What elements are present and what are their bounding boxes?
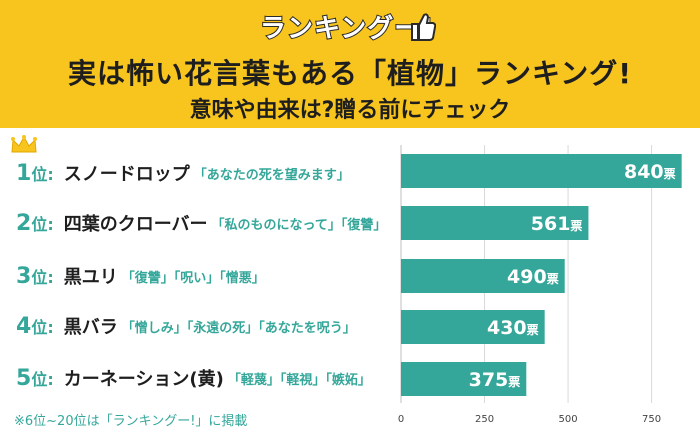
bar-value-number: 375: [469, 369, 509, 391]
rank-suffix: 位:: [31, 370, 54, 389]
plant-name: 黒ユリ: [63, 267, 118, 288]
rank-number: 5: [16, 365, 32, 391]
bar-value-unit: 票: [527, 323, 539, 337]
plant-name: スノードロップ: [63, 164, 190, 185]
bar: [401, 362, 527, 396]
bar-value-number: 490: [507, 266, 547, 288]
plant-name: 四葉のクローバー: [63, 214, 208, 235]
flower-meaning: 「憎しみ」「永遠の死」「あなたを呪う」: [121, 320, 356, 336]
bar: [401, 310, 545, 344]
bar-value-unit: 票: [570, 219, 582, 233]
plant-name: カーネーション(黄): [63, 369, 224, 390]
logo-text: ランキングー!: [259, 13, 435, 45]
rank-number: 4: [16, 313, 32, 339]
x-tick-label: 500: [559, 414, 578, 425]
rank-row-2: 2 位: 四葉のクローバー 「私のものになって」「復讐」: [16, 203, 386, 243]
bar-value-number: 840: [624, 161, 664, 183]
rank-row-3: 3 位: 黒ユリ 「復讐」「呪い」「憎悪」: [16, 256, 265, 296]
page-title: 実は怖い花言葉もある「植物」ランキング!: [68, 57, 632, 90]
bar-value-label: 840票: [624, 161, 676, 183]
rank-number: 3: [16, 263, 32, 289]
flower-meaning: 「あなたの死を望みます」: [193, 167, 350, 183]
bar: [401, 259, 565, 293]
rank-number: 2: [16, 210, 32, 236]
thumbs-up-icon: [411, 13, 436, 41]
plant-name: 黒バラ: [63, 317, 118, 338]
page-subtitle: 意味や由来は?贈る前にチェック: [189, 98, 511, 123]
rank-suffix: 位:: [31, 165, 54, 184]
bar-value-label: 561票: [531, 213, 583, 235]
bar-value-unit: 票: [664, 167, 676, 181]
rank-suffix: 位:: [31, 268, 54, 287]
bar: [401, 154, 682, 188]
flower-meaning: 「私のものになって」「復讐」: [211, 217, 387, 233]
x-tick-label: 0: [398, 414, 404, 425]
flower-meaning: 「復讐」「呪い」「憎悪」: [121, 270, 265, 286]
bar-value-label: 375票: [469, 369, 521, 391]
bar-value-label: 490票: [507, 266, 559, 288]
header-banner: ランキングー! 実は怖い花言葉もある「植物」ランキング! 意味や由来は?贈る前に…: [0, 0, 700, 128]
x-tick-label: 250: [475, 414, 494, 425]
brand-logo: ランキングー!: [259, 8, 440, 50]
rank-number: 1: [16, 160, 32, 186]
bar-value-unit: 票: [547, 272, 559, 286]
rank-row-5: 5 位: カーネーション(黄) 「軽蔑」「軽視」「嫉妬」: [16, 358, 371, 398]
bar-value-label: 430票: [487, 317, 539, 339]
footnote: ※6位~20位は「ランキングー!」に掲載: [14, 414, 248, 429]
bar-value-number: 561: [531, 213, 571, 235]
rank-suffix: 位:: [31, 215, 54, 234]
bar-value-number: 430: [487, 317, 527, 339]
flower-meaning: 「軽蔑」「軽視」「嫉妬」: [227, 372, 371, 388]
crown-icon: [11, 135, 37, 153]
x-tick-label: 750: [642, 414, 661, 425]
rank-suffix: 位:: [31, 318, 54, 337]
bar: [401, 206, 589, 240]
rank-row-4: 4 位: 黒バラ 「憎しみ」「永遠の死」「あなたを呪う」: [16, 306, 356, 346]
rank-row-1: 1 位: スノードロップ 「あなたの死を望みます」: [16, 153, 350, 193]
bar-value-unit: 票: [508, 375, 520, 389]
